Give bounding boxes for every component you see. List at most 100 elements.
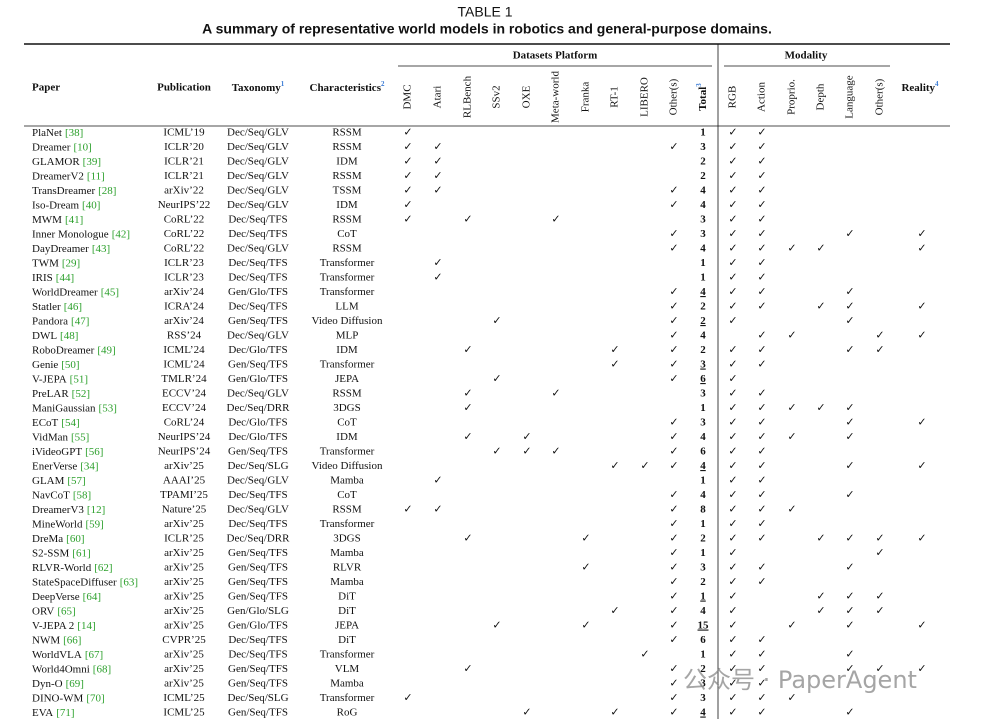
citation: [42] xyxy=(112,228,130,240)
check: ✓ xyxy=(757,518,766,530)
publication-cell: arXiv’24 xyxy=(164,286,204,298)
publication-cell: ICLR’23 xyxy=(164,272,204,284)
citation: [49] xyxy=(97,344,115,356)
characteristics-cell: MLP xyxy=(336,330,359,342)
col-header: LIBERO xyxy=(639,77,651,117)
taxonomy-cell: Dec/Seq/GLV xyxy=(227,243,289,255)
check: ✓ xyxy=(816,301,825,313)
col-header: Action xyxy=(756,82,768,112)
check: ✓ xyxy=(433,504,442,516)
check: ✓ xyxy=(728,272,737,284)
paper-name: Dreamer xyxy=(32,141,71,153)
check: ✓ xyxy=(463,344,472,356)
check: ✓ xyxy=(757,141,766,153)
citation: [12] xyxy=(87,504,105,516)
characteristics-cell: Mamba xyxy=(330,678,364,690)
group-header: Datasets Platform xyxy=(513,50,598,62)
taxonomy-cell: Dec/Seq/GLV xyxy=(227,156,289,168)
check: ✓ xyxy=(757,692,766,704)
publication-cell: NeurIPS’22 xyxy=(158,199,211,211)
check: ✓ xyxy=(728,605,737,617)
check: ✓ xyxy=(433,257,442,269)
paper-name: MWM xyxy=(32,214,62,226)
citation: [48] xyxy=(60,330,78,342)
check: ✓ xyxy=(728,417,737,429)
paper-cell: Dreamer [10] xyxy=(32,141,92,153)
check: ✓ xyxy=(757,286,766,298)
check: ✓ xyxy=(757,649,766,661)
check: ✓ xyxy=(757,402,766,414)
check: ✓ xyxy=(463,533,472,545)
check: ✓ xyxy=(845,533,854,545)
check: ✓ xyxy=(610,460,619,472)
citation: [46] xyxy=(64,301,82,313)
check: ✓ xyxy=(757,431,766,443)
taxonomy-cell: Dec/Seq/GLV xyxy=(227,330,289,342)
paper-name: WorldDreamer xyxy=(32,286,98,298)
check: ✓ xyxy=(403,141,412,153)
col-header: Franka xyxy=(580,82,592,113)
check: ✓ xyxy=(669,620,678,632)
check: ✓ xyxy=(845,605,854,617)
citation: [66] xyxy=(63,634,81,646)
paper-cell: DreamerV3 [12] xyxy=(32,504,105,516)
publication-cell: ECCV’24 xyxy=(162,388,207,400)
total-cell: 6 xyxy=(700,634,706,646)
check: ✓ xyxy=(522,431,531,443)
total-cell: 3 xyxy=(700,214,706,226)
citation: [40] xyxy=(82,199,100,211)
check: ✓ xyxy=(728,431,737,443)
check: ✓ xyxy=(917,330,926,342)
paper-cell: MineWorld [59] xyxy=(32,518,104,530)
check: ✓ xyxy=(463,402,472,414)
check: ✓ xyxy=(757,678,766,690)
check: ✓ xyxy=(669,446,678,458)
paper-cell: GLAMOR [39] xyxy=(32,156,101,168)
check: ✓ xyxy=(728,576,737,588)
check: ✓ xyxy=(728,141,737,153)
taxonomy-cell: Gen/Glo/TFS xyxy=(228,373,288,385)
taxonomy-cell: Dec/Glo/TFS xyxy=(228,431,287,443)
total-cell: 1 xyxy=(700,547,706,559)
paper-cell: GLAM [57] xyxy=(32,475,86,487)
taxonomy-cell: Dec/Seq/DRR xyxy=(227,533,291,545)
citation: [64] xyxy=(83,591,101,603)
taxonomy-cell: Dec/Seq/GLV xyxy=(227,475,289,487)
paper-cell: Inner Monologue [42] xyxy=(32,228,130,240)
citation: [65] xyxy=(57,605,75,617)
total-cell: 4 xyxy=(700,243,706,255)
check: ✓ xyxy=(845,460,854,472)
characteristics-cell: JEPA xyxy=(335,620,359,632)
citation: [54] xyxy=(61,417,79,429)
check: ✓ xyxy=(757,170,766,182)
check: ✓ xyxy=(757,576,766,588)
total-cell: 2 xyxy=(700,315,706,327)
check: ✓ xyxy=(492,373,501,385)
taxonomy-cell: Dec/Seq/TFS xyxy=(228,214,287,226)
check: ✓ xyxy=(845,489,854,501)
check: ✓ xyxy=(757,127,766,139)
col-header-text: Total xyxy=(697,87,709,111)
check: ✓ xyxy=(757,417,766,429)
citation: [67] xyxy=(85,649,103,661)
check: ✓ xyxy=(551,446,560,458)
characteristics-cell: Transformer xyxy=(320,359,375,371)
check: ✓ xyxy=(875,533,884,545)
paper-cell: DeepVerse [64] xyxy=(32,591,101,603)
characteristics-cell: RSSM xyxy=(332,141,362,153)
check: ✓ xyxy=(845,620,854,632)
characteristics-cell: Mamba xyxy=(330,576,364,588)
paper-name: RoboDreamer xyxy=(32,344,95,356)
paper-cell: IRIS [44] xyxy=(32,272,74,284)
col-header: DMC xyxy=(402,84,414,109)
taxonomy-cell: Dec/Seq/TFS xyxy=(228,272,287,284)
check: ✓ xyxy=(728,286,737,298)
check: ✓ xyxy=(757,634,766,646)
characteristics-cell: RLVR xyxy=(333,562,362,574)
check: ✓ xyxy=(728,446,737,458)
col-header: Meta-world xyxy=(550,71,562,123)
check: ✓ xyxy=(757,156,766,168)
col-header: Other(s) xyxy=(668,78,680,115)
total-cell: 8 xyxy=(700,504,706,516)
check: ✓ xyxy=(669,518,678,530)
